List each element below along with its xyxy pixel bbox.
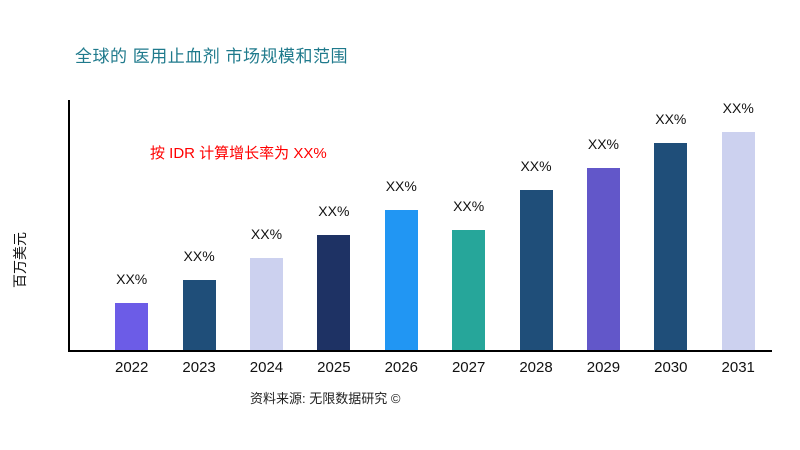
bar-2023 [182,280,216,350]
bar-2027 [452,230,486,350]
bar-value-label: XX% [318,203,350,219]
x-tick-label-2022: 2022 [115,359,149,376]
bar-value-label: XX% [520,158,552,174]
x-tick-label-2027: 2027 [451,359,486,376]
bar-group-2024: XX% 2024 [233,100,299,377]
plot-area: 按 IDR 计算增长率为 XX% XX% 2022 XX% 2023 XX% 2024 XX… [68,100,772,377]
bar-2022 [115,302,149,350]
growth-rate-annotation: 按 IDR 计算增长率为 XX% [150,145,327,162]
bar-2031 [721,132,755,350]
bar-2028 [519,190,553,350]
source-note: 资料来源: 无限数据研究 © [250,391,401,406]
x-tick-label-2026: 2026 [384,359,418,376]
x-tick-label-2024: 2024 [249,359,284,376]
bar-group-2030: XX% 2030 [638,100,704,377]
y-axis-label: 百万美元 [12,232,28,288]
x-tick-label-2023: 2023 [182,359,216,376]
bar-value-label: XX% [722,100,754,116]
bar-value-label: XX% [655,110,687,127]
x-tick-label-2030: 2030 [654,359,688,376]
bar-value-label: XX% [587,135,619,152]
x-tick-label-2025: 2025 [317,359,351,376]
bar-value-label: XX% [116,270,148,287]
bar-series: XX% 2022 XX% 2023 XX% 2024 XX% 2025 XX% 2026 XX% 20… [70,100,772,377]
x-tick-label-2031: 2031 [721,359,755,376]
bar-group-2028: XX% 2028 [503,100,569,376]
bar-value-label: XX% [453,198,485,214]
bar-group-2026: XX% 2026 [368,100,434,376]
chart-title: 全球的 医用止血剂 市场规模和范围 [75,47,348,66]
bar-value-label: XX% [250,225,283,242]
bar-group-2023: XX% 2023 [166,100,232,376]
bar-2024 [249,257,283,350]
bar-2026 [384,210,418,350]
bar-group-2031: XX% 2031 [705,100,771,376]
bar-2025 [317,235,351,350]
x-tick-label-2029: 2029 [586,359,621,376]
bar-value-label: XX% [183,248,215,264]
bar-group-2027: XX% 2027 [436,100,502,376]
bar-2029 [586,167,620,350]
x-tick-label-2028: 2028 [519,359,553,376]
bar-2030 [654,142,688,350]
bar-group-2029: XX% 2029 [570,100,636,377]
bar-value-label: XX% [385,178,417,194]
bar-group-2025: XX% 2025 [301,100,367,376]
bar-group-2022: XX% 2022 [99,100,165,377]
